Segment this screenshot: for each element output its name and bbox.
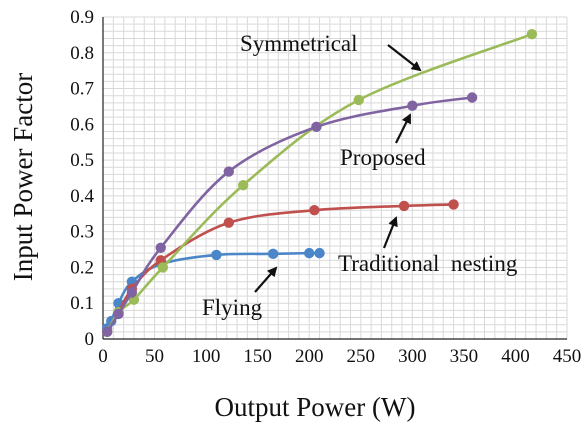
- y-tick-label: 0.8: [70, 43, 94, 64]
- data-point-proposed: [407, 100, 418, 111]
- data-point-flying: [267, 248, 279, 260]
- y-tick-label: 0.6: [70, 114, 94, 135]
- y-tick-label: 0.7: [70, 79, 94, 100]
- annotation-arrow-traditional-nesting: [382, 216, 398, 249]
- y-tick-label: 0.9: [70, 7, 94, 28]
- y-tick-label: 0: [85, 329, 95, 350]
- x-tick-label: 0: [98, 346, 108, 367]
- annotation-arrow-flying: [254, 266, 278, 293]
- data-point-traditional-nesting: [448, 199, 459, 210]
- x-tick-label: 300: [398, 346, 427, 367]
- data-point-flying: [314, 247, 325, 259]
- x-tick-label: 250: [347, 346, 376, 367]
- annotation-arrow-symmetrical: [387, 44, 422, 72]
- data-point-proposed: [311, 121, 322, 133]
- y-tick-label: 0.4: [70, 186, 94, 207]
- series-line-proposed: [106, 96, 473, 333]
- data-point-proposed: [113, 308, 124, 320]
- x-tick-label: 200: [295, 346, 324, 367]
- data-point-symmetrical: [238, 179, 249, 191]
- data-point-symmetrical: [157, 262, 169, 273]
- data-point-traditional-nesting: [398, 200, 410, 212]
- x-tick-label: 350: [450, 346, 479, 367]
- data-point-flying: [211, 249, 222, 261]
- x-tick-label: 100: [192, 346, 221, 367]
- data-point-proposed: [223, 166, 234, 177]
- x-tick-label: 150: [243, 346, 272, 367]
- y-tick-label: 0.2: [70, 257, 94, 278]
- x-tick-label: 50: [145, 346, 164, 367]
- data-point-flying: [304, 247, 315, 259]
- series-layer: [101, 28, 538, 338]
- data-point-symmetrical: [353, 94, 364, 106]
- data-point-proposed: [155, 242, 166, 253]
- annotation-label-traditional-nesting: Traditional nesting: [338, 251, 518, 276]
- data-point-traditional-nesting: [223, 217, 234, 228]
- grid-layer: [102, 16, 568, 340]
- x-tick-label: 450: [553, 346, 582, 367]
- y-axis-title: Input Power Factor: [8, 73, 38, 281]
- y-tick-label: 0.3: [70, 222, 94, 243]
- annotation-layer: Symmetrical Proposed Traditional nesting Fl…: [202, 31, 518, 320]
- axis-layer: 0 50 100 150 200 250 300 350 400 450 0 0.1 0.2 0.3 0.4…: [70, 7, 581, 367]
- x-tick-label: 400: [501, 346, 530, 367]
- y-tick-label: 0.5: [70, 150, 94, 171]
- data-point-proposed: [101, 326, 113, 338]
- annotation-label-flying: Flying: [202, 295, 263, 320]
- data-point-proposed: [126, 287, 138, 298]
- annotation-label-proposed: Proposed: [340, 145, 426, 170]
- data-point-symmetrical: [526, 28, 538, 40]
- y-tick-label: 0.1: [70, 293, 94, 314]
- data-point-proposed: [466, 92, 478, 103]
- annotation-label-symmetrical: Symmetrical: [240, 31, 358, 56]
- annotation-arrow-proposed: [395, 113, 411, 144]
- x-axis-title: Output Power (W): [215, 392, 416, 422]
- data-point-traditional-nesting: [309, 205, 320, 216]
